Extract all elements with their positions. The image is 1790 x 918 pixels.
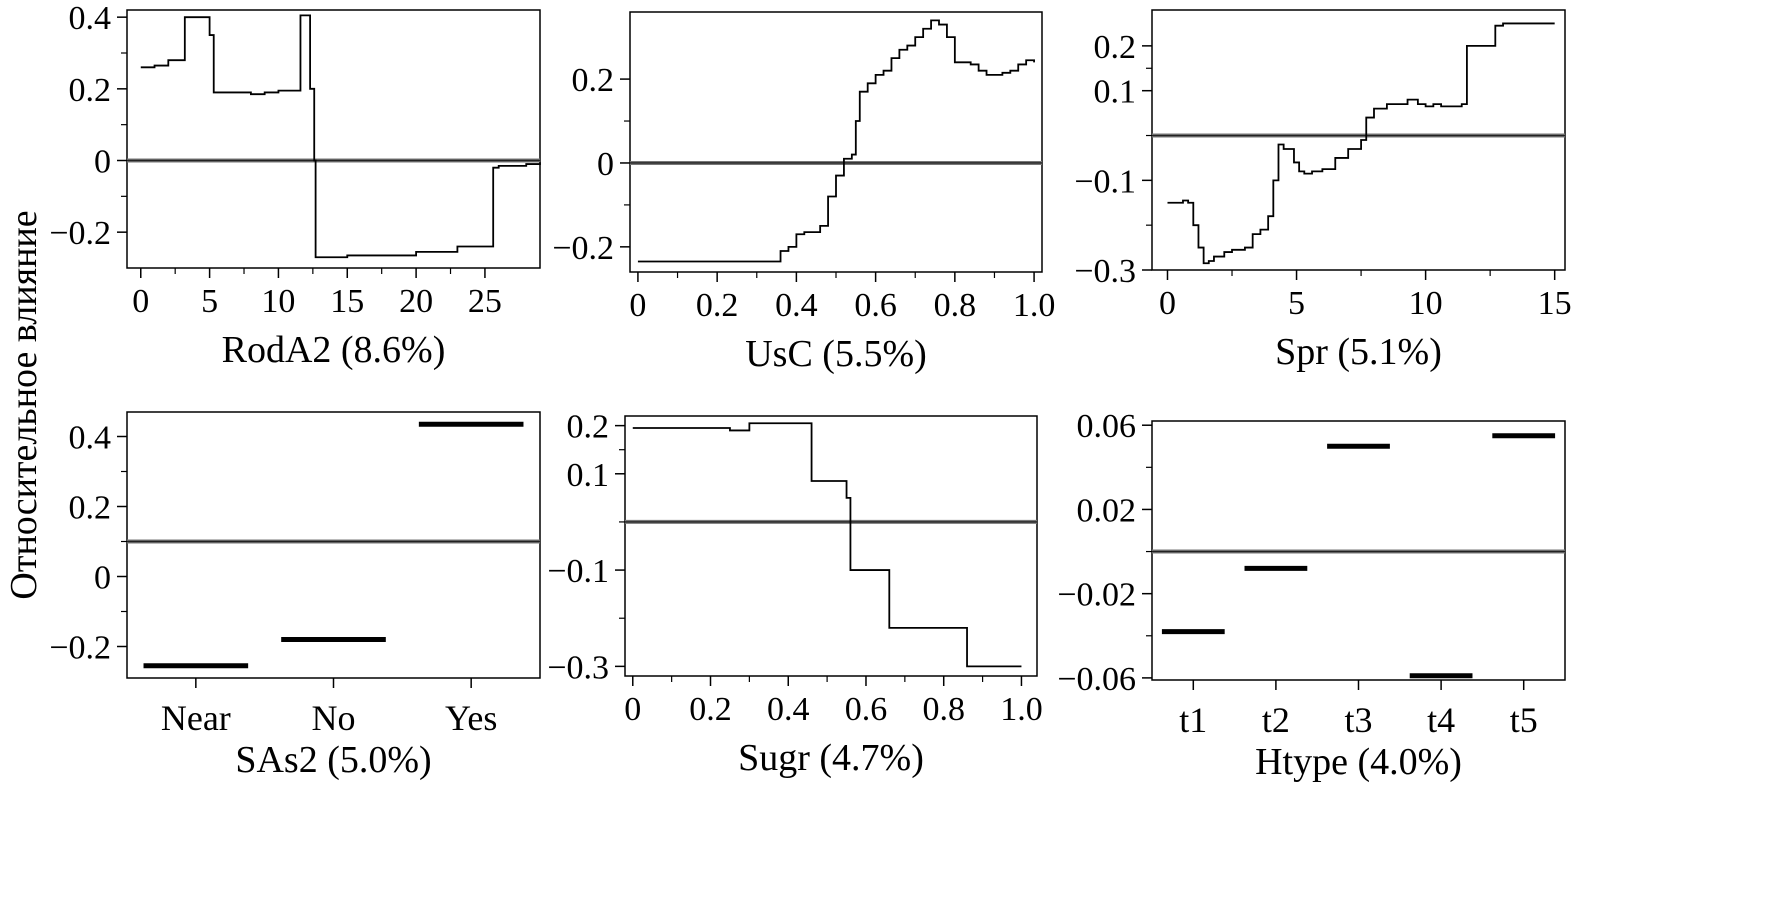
plot-frame (629, 11, 1043, 273)
x-axis-label: Htype (4.0%) (1255, 741, 1462, 783)
figure-ylabel-svg: Относительное влияние (3, 210, 45, 599)
x-tick-label: 0.4 (767, 691, 810, 728)
x-tick-label: t2 (1262, 700, 1290, 740)
x-tick-label: 0 (624, 691, 641, 728)
y-tick-label: −0.06 (1057, 661, 1136, 698)
x-tick-label: 0 (132, 283, 149, 320)
y-tick-label: 0 (94, 144, 111, 181)
series-line (632, 422, 1022, 668)
x-tick-label: 0 (629, 287, 646, 324)
x-tick-label: Yes (445, 698, 497, 738)
y-tick-label: −0.2 (49, 215, 111, 252)
y-tick-label: −0.02 (1057, 577, 1136, 614)
x-tick-label: 0 (1159, 285, 1176, 322)
x-axis-label: RodA2 (8.6%) (222, 329, 446, 371)
x-tick-label: 5 (1288, 285, 1305, 322)
y-tick-label: −0.1 (1074, 163, 1136, 200)
y-tick-label: 0.1 (1094, 74, 1137, 111)
x-axis-label: SAs2 (5.0%) (235, 739, 431, 781)
x-tick-label: t1 (1179, 700, 1207, 740)
y-tick-label: 0.1 (567, 457, 610, 494)
panel-1: −0.2 0 0.2 0.4 0 5 10 15 20 25 RodA2 (8.6%) (49, 0, 541, 371)
x-tick-label: 5 (201, 283, 218, 320)
y-tick-label: 0.4 (69, 0, 112, 37)
x-tick-label: 15 (1538, 285, 1572, 322)
x-tick-label: 0.2 (689, 691, 732, 728)
y-tick-label: −0.3 (547, 649, 609, 686)
x-tick-label: 10 (1409, 285, 1443, 322)
y-tick-label: 0 (94, 560, 111, 597)
x-tick-label: 0.8 (934, 287, 977, 324)
panel-6: −0.06 −0.02 0.02 0.06 t1 t2 t3 t4 t5 Htype (4.0%) (1057, 408, 1566, 783)
x-tick-label: No (312, 698, 356, 738)
plot-frame (126, 9, 541, 269)
series-line (1167, 22, 1555, 265)
x-tick-label: 0.6 (845, 691, 888, 728)
x-tick-label: t5 (1510, 700, 1538, 740)
x-tick-label: t3 (1344, 700, 1372, 740)
panel-2: −0.2 0 0.2 0 0.2 0.4 0.6 0.8 1.0 UsC (5.5%) (552, 11, 1056, 375)
x-tick-label: 0.2 (696, 287, 739, 324)
y-tick-label: 0.02 (1077, 492, 1137, 529)
figure-ylabel: Относительное влияние (3, 210, 45, 599)
y-tick-label: 0 (597, 146, 614, 183)
y-tick-label: −0.1 (547, 553, 609, 590)
panel-4: −0.2 0 0.2 0.4 Near No Yes SAs2 (5.0%) (49, 411, 541, 781)
plot-frame (1151, 9, 1566, 271)
x-tick-label: 20 (399, 283, 433, 320)
x-tick-label: 1.0 (1000, 691, 1043, 728)
panel-3: −0.3 −0.1 0.1 0.2 0 5 10 15 Spr (5.1%) (1074, 9, 1572, 373)
x-tick-label: 10 (261, 283, 295, 320)
y-tick-label: −0.2 (552, 230, 614, 267)
panel-5: −0.3 −0.1 0.1 0.2 0 0.2 0.4 0.6 0.8 1.0 Sugr (4.7%… (547, 409, 1042, 779)
x-tick-label: 0.6 (854, 287, 897, 324)
y-tick-label: 0.2 (572, 62, 615, 99)
series-line (637, 19, 1035, 263)
y-tick-label: 0.2 (69, 490, 112, 527)
x-axis-label: Sugr (4.7%) (738, 737, 924, 779)
x-axis-label: UsC (5.5%) (745, 333, 927, 375)
y-tick-label: −0.3 (1074, 253, 1136, 290)
x-tick-label: 1.0 (1013, 287, 1056, 324)
plot-frame (624, 415, 1038, 677)
x-tick-label: 15 (330, 283, 364, 320)
figure-ylabel-container: Относительное влияние (0, 0, 60, 913)
x-tick-label: 0.4 (775, 287, 818, 324)
y-tick-label: 0.2 (1094, 29, 1137, 66)
y-tick-label: 0.4 (69, 420, 112, 457)
y-tick-label: 0.06 (1077, 408, 1137, 445)
x-axis-label: Spr (5.1%) (1275, 331, 1442, 373)
series-line (140, 14, 541, 259)
y-tick-label: 0.2 (69, 72, 112, 109)
x-tick-label: t4 (1427, 700, 1455, 740)
panels-group: −0.2 0 0.2 0.4 0 5 10 15 20 25 RodA2 (8.6%) −0.2 0 0.… (49, 0, 1571, 783)
y-tick-label: 0.2 (567, 409, 610, 446)
x-tick-label: Near (161, 698, 231, 738)
y-tick-label: −0.2 (49, 630, 111, 667)
x-tick-label: 25 (468, 283, 502, 320)
x-tick-label: 0.8 (922, 691, 965, 728)
